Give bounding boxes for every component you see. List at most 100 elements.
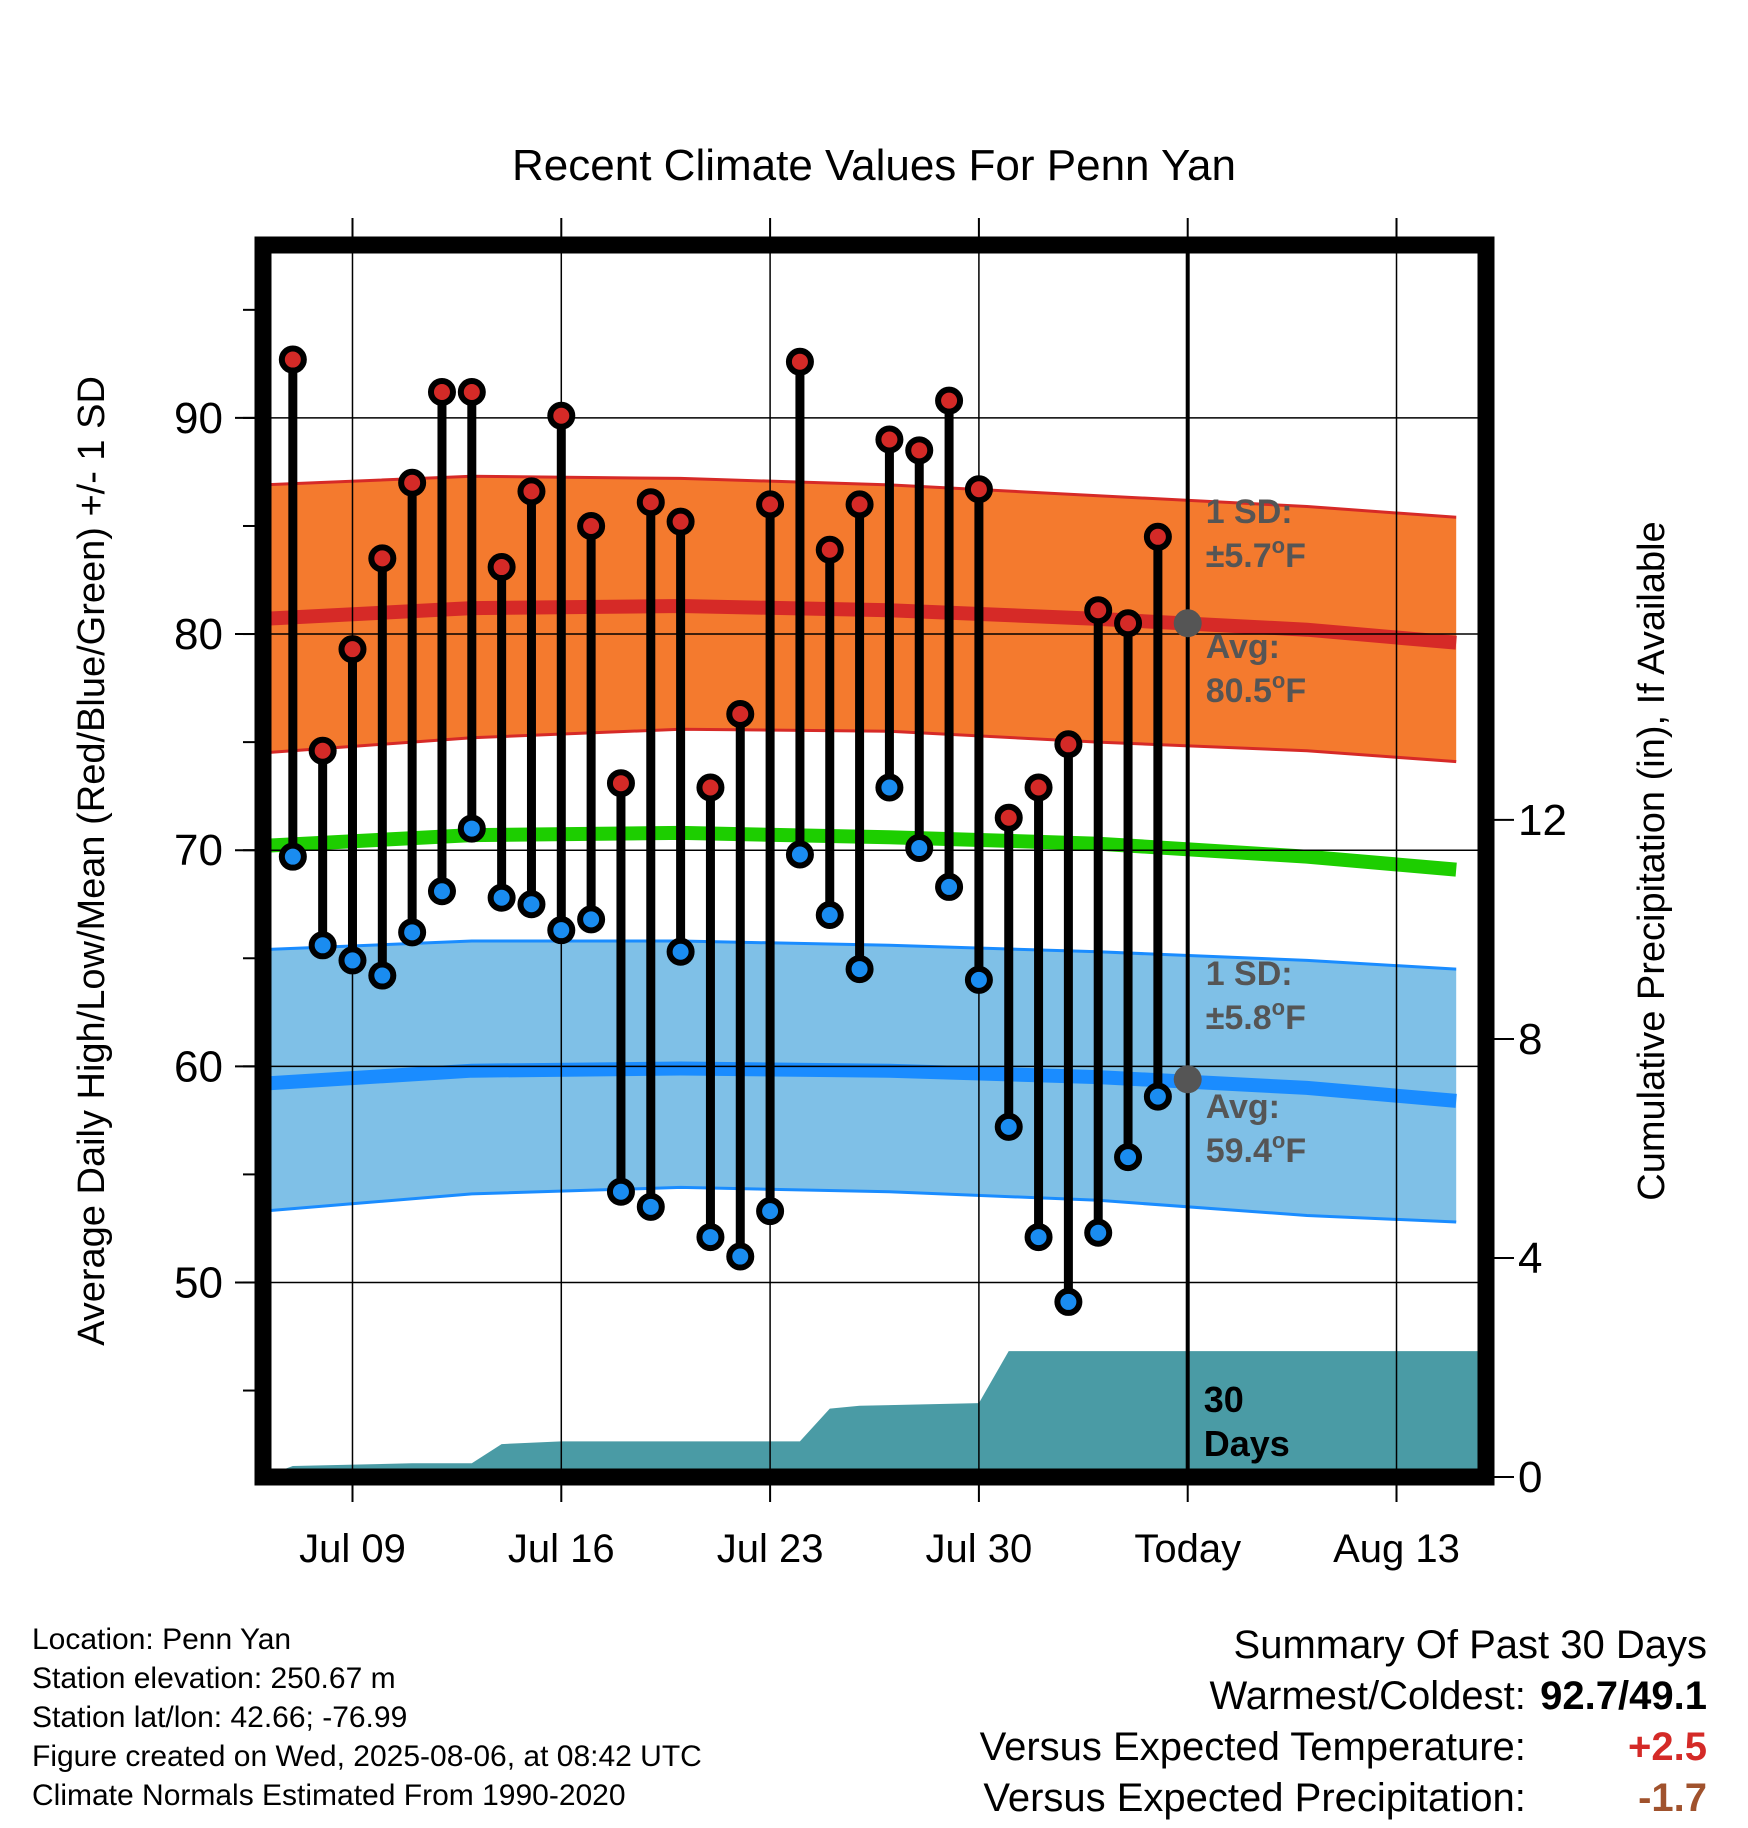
y-tick-label: 70	[174, 826, 223, 875]
normals-text: Climate Normals Estimated From 1990-2020	[32, 1779, 626, 1812]
low-sd-annotation-label: 1 SD:	[1206, 955, 1293, 993]
daily-low-point	[427, 877, 456, 906]
low-avg-annotation-label: Avg:	[1206, 1088, 1280, 1126]
daily-low-point	[1143, 1082, 1172, 1111]
daily-low-point	[636, 1192, 665, 1221]
daily-high-point	[606, 769, 635, 798]
created-text: Figure created on Wed, 2025-08-06, at 08…	[32, 1740, 702, 1773]
daily-high-point	[577, 511, 606, 540]
y2-tick-label: 12	[1518, 796, 1567, 845]
y2-tick-label: 8	[1518, 1015, 1542, 1064]
precip-anomaly-label: Versus Expected Precipitation:	[983, 1776, 1526, 1820]
daily-low-point	[845, 955, 874, 984]
temp-anomaly-label: Versus Expected Temperature:	[979, 1725, 1526, 1769]
station-info: Location: Penn Yan Station elevation: 25…	[32, 1620, 702, 1815]
y2-tick-label: 0	[1518, 1453, 1542, 1502]
daily-high-point	[726, 700, 755, 729]
daily-low-point	[1084, 1218, 1113, 1247]
daily-low-point	[666, 937, 695, 966]
latlon-text: Station lat/lon: 42.66; -76.99	[32, 1701, 408, 1734]
low-sd-upper-line	[262, 939, 1457, 971]
daily-low-point	[905, 834, 934, 863]
daily-low-point	[1114, 1143, 1143, 1172]
daily-low-point	[756, 1197, 785, 1226]
summary-panel: Summary Of Past 30 Days Warmest/Coldest:…	[980, 1620, 1707, 1824]
high-avg-annotation-value: 80.5oF	[1206, 668, 1306, 710]
daily-high-point	[964, 475, 993, 504]
today-high-avg-marker	[1173, 609, 1202, 638]
daily-high-point	[1024, 773, 1053, 802]
precip-anomaly-value: -1.7	[1638, 1776, 1707, 1820]
daily-high-point	[1114, 609, 1143, 638]
x-tick-label: Today	[1134, 1527, 1241, 1571]
precip-anomaly-row: Versus Expected Precipitation: -1.7	[980, 1773, 1707, 1824]
x-tick-label: Jul 09	[299, 1527, 406, 1571]
daily-low-point	[338, 946, 367, 975]
daily-low-point	[577, 905, 606, 934]
high-sd-annotation-value: ±5.7oF	[1206, 533, 1306, 575]
daily-low-point	[1054, 1287, 1083, 1316]
daily-low-point	[994, 1112, 1023, 1141]
x-tick-label: Aug 13	[1333, 1527, 1460, 1571]
daily-high-point	[636, 488, 665, 517]
x-tick-label: Jul 23	[717, 1527, 824, 1571]
daily-low-point	[398, 918, 427, 947]
location-text: Location: Penn Yan	[32, 1623, 292, 1656]
warm-cold-row: Warmest/Coldest: 92.7/49.1	[980, 1671, 1708, 1722]
warm-cold-value: 92.7/49.1	[1540, 1674, 1707, 1718]
y-tick-label: 80	[174, 610, 223, 659]
y2-tick-label: 4	[1518, 1234, 1542, 1283]
daily-high-point	[308, 736, 337, 765]
warm-cold-label: Warmest/Coldest:	[1209, 1674, 1526, 1718]
y-axis-title: Average Daily High/Low/Mean (Red/Blue/Gr…	[71, 376, 113, 1346]
daily-low-point	[726, 1242, 755, 1271]
daily-low-point	[815, 901, 844, 930]
daily-high-point	[905, 436, 934, 465]
daily-high-point	[935, 386, 964, 415]
y2-axis-title: Cumulative Precipitation (in), If Availa…	[1631, 521, 1673, 1200]
low-sd-annotation-value: ±5.8oF	[1206, 995, 1306, 1037]
today-low-avg-marker	[1173, 1065, 1202, 1094]
daily-high-point	[398, 468, 427, 497]
daily-high-point	[875, 425, 904, 454]
elevation-text: Station elevation: 250.67 m	[32, 1662, 396, 1695]
temp-anomaly-value: +2.5	[1628, 1725, 1707, 1769]
summary-heading: Summary Of Past 30 Days	[1233, 1623, 1707, 1667]
daily-low-point	[278, 842, 307, 871]
daily-high-point	[785, 347, 814, 376]
precip-days-unit: Days	[1204, 1423, 1290, 1464]
daily-low-point	[308, 931, 337, 960]
daily-low-point	[547, 916, 576, 945]
daily-high-point	[1084, 596, 1113, 625]
daily-high-point	[1143, 522, 1172, 551]
precip-area	[263, 1351, 1486, 1477]
low-avg-line	[262, 1061, 1457, 1108]
daily-high-point	[666, 507, 695, 536]
low-avg-annotation-value: 59.4oF	[1206, 1128, 1306, 1170]
daily-high-point	[278, 345, 307, 374]
daily-high-point	[815, 535, 844, 564]
daily-high-point	[368, 544, 397, 573]
daily-low-point	[517, 890, 546, 919]
y-tick-label: 90	[174, 394, 223, 443]
daily-low-point	[964, 965, 993, 994]
daily-low-point	[606, 1177, 635, 1206]
daily-low-point	[785, 840, 814, 869]
daily-high-point	[517, 477, 546, 506]
daily-low-point	[935, 872, 964, 901]
daily-low-point	[696, 1223, 725, 1252]
daily-low-point	[487, 883, 516, 912]
low-sd-lower-line	[262, 1185, 1457, 1224]
daily-high-point	[457, 377, 486, 406]
daily-high-point	[487, 553, 516, 582]
daily-low-point	[1024, 1223, 1053, 1252]
high-avg-annotation-label: Avg:	[1206, 628, 1280, 666]
daily-high-point	[427, 377, 456, 406]
temp-anomaly-row: Versus Expected Temperature: +2.5	[980, 1722, 1707, 1773]
daily-low-point	[457, 814, 486, 843]
daily-high-point	[547, 401, 576, 430]
x-tick-label: Jul 16	[508, 1527, 615, 1571]
x-tick-label: Jul 30	[926, 1527, 1033, 1571]
daily-high-point	[1054, 730, 1083, 759]
